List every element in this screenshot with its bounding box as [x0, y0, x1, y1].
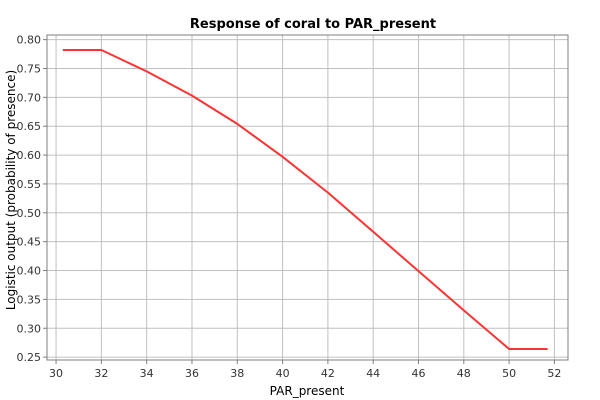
x-tick-label: 34 [140, 367, 154, 380]
y-tick-label: 0.30 [17, 322, 42, 335]
y-tick-label: 0.75 [17, 62, 42, 75]
x-tick-label: 50 [502, 367, 516, 380]
x-tick-label: 30 [49, 367, 63, 380]
y-tick-label: 0.55 [17, 178, 42, 191]
chart-title: Response of coral to PAR_present [190, 17, 436, 32]
x-axis-title: PAR_present [270, 384, 345, 398]
x-tick-label: 36 [185, 367, 199, 380]
y-tick-label: 0.65 [17, 120, 42, 133]
grid [47, 35, 568, 360]
y-tick-label: 0.35 [17, 293, 42, 306]
y-tick-label: 0.45 [17, 236, 42, 249]
y-tick-label: 0.80 [17, 34, 42, 47]
y-tick-label: 0.50 [17, 207, 42, 220]
x-tick-label: 38 [230, 367, 244, 380]
y-tick-label: 0.70 [17, 91, 42, 104]
x-tick-label: 32 [94, 367, 108, 380]
y-axis-title: Logistic output (probability of presence… [4, 70, 18, 310]
y-tick-label: 0.40 [17, 265, 42, 278]
y-tick-label: 0.25 [17, 351, 42, 364]
x-tick-label: 42 [321, 367, 335, 380]
x-tick-label: 48 [457, 367, 471, 380]
x-tick-label: 46 [411, 367, 425, 380]
series-line [62, 49, 548, 350]
x-tick-label: 40 [276, 367, 290, 380]
x-tick-label: 52 [547, 367, 561, 380]
plot-area [46, 34, 569, 361]
axis-ticks: 30 32 34 36 38 40 42 44 46 48 50 52 0.25 0.30 0.35 0.40… [17, 34, 562, 380]
y-tick-label: 0.60 [17, 149, 42, 162]
series [62, 49, 548, 350]
x-tick-label: 44 [366, 367, 380, 380]
